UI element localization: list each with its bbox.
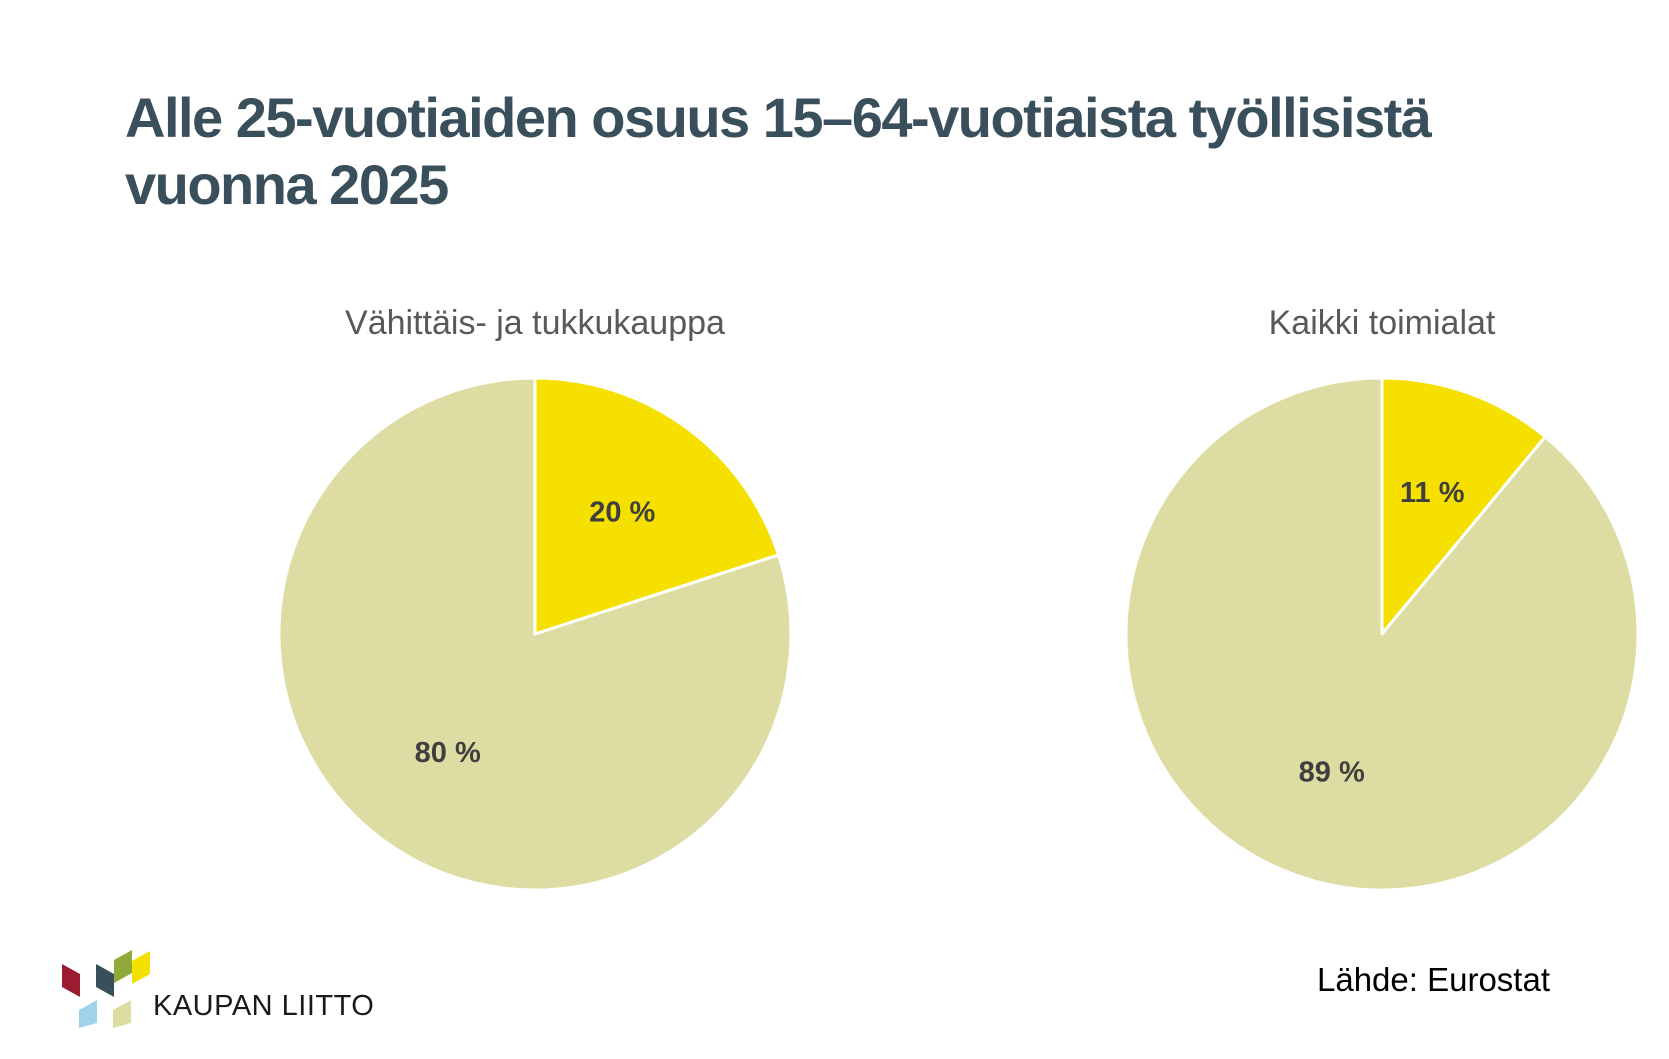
pie-slice-label-0: 11 % (1400, 477, 1465, 509)
slide-title-line-1: Alle 25-vuotiaiden osuus 15–64-vuotiaist… (125, 86, 1432, 149)
pie-chart-retail-wholesale: 20 % 80 % (277, 376, 793, 892)
logo-text: KAUPAN LIITTO (153, 990, 375, 1022)
pie-slice-label-1: 80 % (415, 737, 481, 769)
pie-slice-1 (1124, 376, 1640, 892)
source-note: Lähde: Eurostat (1317, 961, 1550, 998)
pie-slice-0 (1380, 376, 1547, 636)
slide-title: Alle 25-vuotiaiden osuus 15–64-vuotiaist… (125, 84, 1625, 218)
pie-chart-all-industries: 11 % 89 % (1124, 376, 1640, 892)
kaupan-liitto-logo: KAUPAN LIITTO (60, 948, 374, 1028)
kaupan-liitto-logo-mark-icon (62, 950, 150, 1028)
pie-slice-label-1: 89 % (1299, 756, 1365, 788)
pie-slice-label-0: 20 % (589, 497, 655, 529)
slide-title-line-2: vuonna 2025 (125, 153, 449, 216)
pie-slice-1 (277, 376, 793, 892)
pie-title-retail-wholesale: Vähittäis- ja tukkukauppa (345, 304, 725, 342)
pie-title-all-industries: Kaikki toimialat (1268, 304, 1496, 342)
pie-slice-0 (533, 376, 780, 636)
